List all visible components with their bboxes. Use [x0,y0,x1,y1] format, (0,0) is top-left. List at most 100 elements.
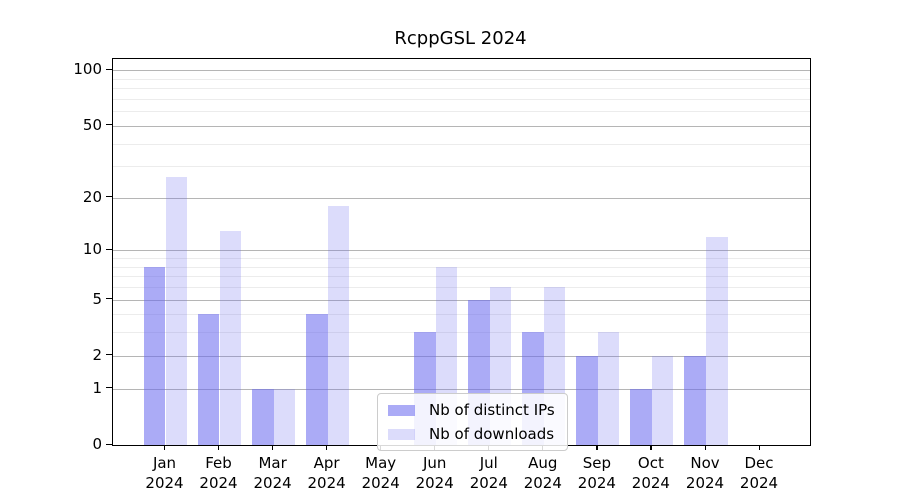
xtick-month: Aug [528,454,558,472]
legend: Nb of distinct IPs Nb of downloads [377,393,568,451]
xtick-mark-dec [758,445,760,450]
ytick-mark-0 [106,443,112,445]
xtick-year: 2024 [631,474,670,492]
xtick-label-aug: Aug 2024 [508,453,578,493]
xtick-month: Mar [258,454,287,472]
bar-distinct-ips-nov [684,355,706,445]
ytick-label-1: 1 [92,378,102,397]
minor-gridline-40 [113,143,810,145]
xtick-year: 2024 [739,474,779,492]
xtick-mark-nov [704,445,706,450]
ytick-mark-50 [106,124,112,126]
xtick-label-oct: Oct 2024 [616,453,686,493]
xtick-label-apr: Apr 2024 [292,453,362,493]
ytick-label-5: 5 [92,289,102,308]
xtick-year: 2024 [199,474,238,492]
bar-downloads-sep [597,332,620,445]
xtick-mark-jan [164,445,166,450]
bar-downloads-jan [165,177,188,445]
xtick-label-jun: Jun 2024 [400,453,470,493]
xtick-month: Sep [582,454,612,472]
chart-title: RcppGSL 2024 [394,28,527,49]
minor-gridline-4 [113,314,810,316]
minor-gridline-60 [113,111,810,113]
ytick-mark-20 [106,196,112,198]
bar-distinct-ips-jan [143,266,166,445]
xtick-label-feb: Feb 2024 [184,453,254,493]
minor-gridline-7 [113,276,810,278]
minor-gridline-70 [113,98,810,100]
xtick-year: 2024 [145,474,184,492]
xtick-mark-oct [650,445,652,450]
legend-item-distinct-ips: Nb of distinct IPs [388,401,555,419]
xtick-mark-apr [326,445,328,450]
gridline-100 [113,70,810,72]
minor-gridline-9 [113,258,810,259]
ytick-mark-5 [106,298,112,300]
legend-item-downloads: Nb of downloads [388,425,555,443]
bar-distinct-ips-mar [252,388,274,445]
minor-gridline-90 [113,78,810,80]
ytick-mark-1 [106,387,112,389]
bar-distinct-ips-oct [630,388,652,445]
xtick-label-jan: Jan 2024 [130,453,200,493]
xtick-label-may: May 2024 [346,453,416,493]
xtick-label-jul: Jul 2024 [454,453,524,493]
xtick-mark-sep [596,445,598,450]
bar-distinct-ips-apr [306,314,328,445]
xtick-month: Jan [152,454,177,472]
xtick-mark-feb [218,445,220,450]
legend-label-distinct-ips: Nb of distinct IPs [429,401,555,419]
bar-downloads-feb [219,230,242,445]
xtick-label-mar: Mar 2024 [238,453,308,493]
xtick-month: Dec [744,454,774,472]
legend-swatch-downloads [388,428,415,440]
legend-swatch-distinct-ips [388,404,415,416]
minor-gridline-80 [113,88,810,90]
xtick-year: 2024 [253,474,292,492]
xtick-year: 2024 [577,474,616,492]
bar-downloads-mar [273,388,296,445]
xtick-month: Jul [479,454,498,472]
xtick-month: May [365,454,397,472]
gridline-1 [113,388,810,390]
xtick-year: 2024 [469,474,508,492]
bar-distinct-ips-feb [197,314,220,445]
xtick-year: 2024 [523,474,562,492]
ytick-label-10: 10 [82,240,102,259]
xtick-year: 2024 [307,474,346,492]
xtick-year: 2024 [415,474,454,492]
ytick-mark-2 [106,354,112,356]
ytick-label-0: 0 [92,435,102,453]
minor-gridline-3 [113,332,810,334]
xtick-month: Apr [313,454,340,472]
ytick-label-2: 2 [92,345,102,364]
xtick-month: Jun [422,454,447,472]
gridline-5 [113,299,810,301]
bar-downloads-apr [327,205,350,445]
ytick-mark-10 [106,248,112,250]
ytick-label-50: 50 [82,115,102,134]
legend-label-downloads: Nb of downloads [429,425,555,443]
minor-gridline-6 [113,287,810,288]
xtick-month: Nov [690,454,720,472]
xtick-year: 2024 [685,474,725,492]
gridline-20 [113,197,810,199]
minor-gridline-8 [113,266,810,268]
plot-area: Nb of distinct IPs Nb of downloads [112,58,811,451]
minor-gridline-30 [113,166,810,168]
xtick-label-dec: Dec 2024 [724,453,794,493]
bar-downloads-nov [706,236,728,445]
ytick-mark-100 [106,68,112,70]
ytick-label-20: 20 [82,187,102,206]
gridline-2 [113,355,810,357]
xtick-year: 2024 [361,474,400,492]
bar-downloads-oct [651,355,674,445]
gridline-50 [113,125,810,127]
gridline-10 [113,250,810,252]
bar-distinct-ips-sep [576,355,598,445]
xtick-label-nov: Nov 2024 [670,453,740,493]
xtick-month: Oct [637,454,664,472]
xtick-mark-mar [272,445,274,450]
